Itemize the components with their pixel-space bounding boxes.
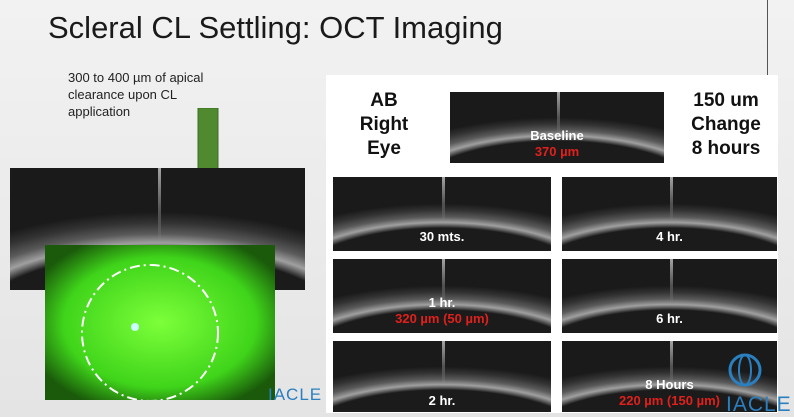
scan-image: 4 hr. bbox=[562, 177, 777, 251]
subject-line: AB bbox=[370, 90, 398, 111]
eye-graphic bbox=[45, 245, 275, 400]
scan-image: 2 hr. bbox=[333, 341, 551, 412]
eye-photo bbox=[45, 245, 275, 400]
logo-icon bbox=[727, 352, 777, 392]
annotation: 300 to 400 µm of apical clearance upon C… bbox=[68, 69, 203, 120]
scan-label: Baseline bbox=[530, 128, 584, 143]
scan-label: 6 hr. bbox=[656, 311, 683, 326]
scan-image: 1 hr. 320 µm (50 µm) bbox=[333, 259, 551, 333]
subject-line: Right bbox=[359, 114, 409, 135]
logo-globe bbox=[728, 353, 762, 387]
scan-image: 30 mts. bbox=[333, 177, 551, 251]
change-line: 150 um bbox=[693, 90, 759, 111]
oct-panel: AB Right Eye Baseline 370 µm 150 um Chan… bbox=[326, 75, 778, 413]
slide-title: Scleral CL Settling: OCT Imaging bbox=[48, 10, 503, 45]
scan-value: 370 µm bbox=[534, 144, 580, 159]
scan-label: 30 mts. bbox=[419, 229, 465, 244]
change-line: Change bbox=[691, 114, 761, 135]
change-line: 8 hours bbox=[691, 138, 761, 159]
subject: AB Right Eye bbox=[344, 89, 424, 161]
annotation-line: clearance upon CL bbox=[68, 87, 178, 102]
scan-label: 4 hr. bbox=[656, 229, 683, 244]
annotation-line: application bbox=[68, 104, 131, 119]
logo: IACLE bbox=[268, 385, 323, 404]
scan-image: 8 Hours 220 µm (150 µm) bbox=[562, 341, 777, 412]
subject-line: Eye bbox=[367, 138, 401, 159]
scan-label: 8 Hours bbox=[645, 377, 694, 392]
change: 150 um Change 8 hours bbox=[676, 89, 776, 161]
scan-value: 220 µm (150 µm) bbox=[619, 393, 720, 408]
scan-value: 320 µm (50 µm) bbox=[395, 311, 489, 326]
logo: IACLE bbox=[726, 393, 792, 416]
scan-label: 2 hr. bbox=[428, 393, 456, 408]
baseline-image: Baseline 370 µm bbox=[450, 92, 664, 163]
annotation-line: 300 to 400 µm of apical bbox=[68, 70, 204, 85]
scan-label: 1 hr. bbox=[428, 295, 456, 310]
scan-image: 6 hr. bbox=[562, 259, 777, 333]
divider bbox=[767, 0, 768, 75]
